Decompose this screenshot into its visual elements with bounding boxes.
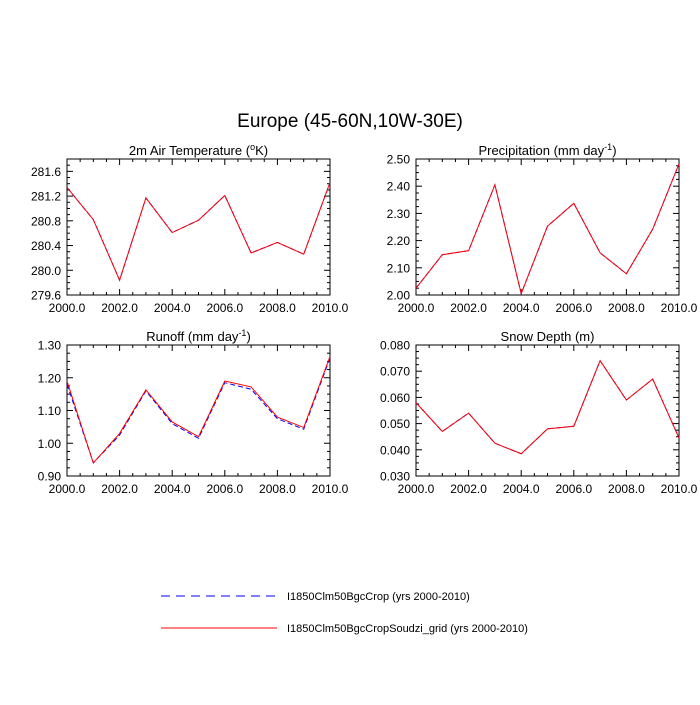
panel-title-base: Runoff (mm day [146,329,239,344]
series-line-crop [66,357,331,464]
y-tick-label: 279.6 [31,289,61,303]
y-tick-label: 0.90 [38,470,62,484]
x-tick-label: 2002.0 [101,482,138,496]
x-tick-label: 2006.0 [555,482,592,496]
y-tick-label: 0.080 [380,339,410,353]
x-tick-label: 2008.0 [259,482,296,496]
y-tick-label: 280.4 [31,239,61,253]
y-tick-label: 281.2 [31,190,61,204]
panel-title-tail: ) [612,143,616,158]
plot-frame [415,344,680,477]
x-tick-label: 2008.0 [608,301,645,315]
x-tick-label: 2010.0 [312,301,349,315]
x-tick-label: 2010.0 [661,482,698,496]
y-tick-label: 0.040 [380,443,410,457]
legend: I1850Clm50BgcCrop (yrs 2000-2010) I1850Cl… [161,591,528,635]
y-tick-label: 2.10 [387,261,411,275]
y-tick-label: 1.30 [38,339,62,353]
series-line-crop [415,359,680,455]
x-tick-label: 2002.0 [450,301,487,315]
series-line-soudzi [66,356,331,464]
chart-panel-snow-depth: Snow Depth (m) 2000.0 2002.0 2004.0 2006.0 20… [380,329,698,496]
y-tick-label: 2.20 [387,234,411,248]
y-tick-label: 0.030 [380,470,410,484]
panels-group: 2m Air Temperature (oK) 2000.0 2002.0 2004.… [31,142,698,496]
y-tick-label: 1.00 [38,437,62,451]
panel-title-superscript: o [250,142,255,152]
x-tick-label: 2002.0 [101,301,138,315]
y-tick-label: 280.0 [31,264,61,278]
x-tick-label: 2004.0 [503,301,540,315]
y-tick-label: 2.30 [387,207,411,221]
x-tick-label: 2004.0 [503,482,540,496]
x-tick-label: 2008.0 [259,301,296,315]
legend-entry: I1850Clm50BgcCropSoudzi_grid (yrs 2000-2… [161,623,528,635]
legend-entry: I1850Clm50BgcCrop (yrs 2000-2010) [161,591,470,603]
series-line-soudzi [66,182,331,282]
y-tick-label: 0.060 [380,391,410,405]
x-tick-label: 2008.0 [608,482,645,496]
panel-title: Precipitation (mm day-1) [478,142,616,158]
y-tick-label: 2.40 [387,180,411,194]
legend-label: I1850Clm50BgcCropSoudzi_grid (yrs 2000-2… [287,623,528,635]
y-tick-label: 280.8 [31,214,61,228]
x-tick-label: 2000.0 [398,301,435,315]
x-tick-label: 2006.0 [555,301,592,315]
panel-title-tail: K) [255,143,268,158]
y-tick-label: 2.00 [387,289,411,303]
x-tick-label: 2002.0 [450,482,487,496]
chart-panel-temperature: 2m Air Temperature (oK) 2000.0 2002.0 2004.… [31,142,349,315]
y-tick-label: 0.070 [380,365,410,379]
chart-panel-runoff: Runoff (mm day-1) 2000.0 2002.0 2004.0 2006.… [38,328,349,496]
panel-title-base: 2m Air Temperature ( [129,143,251,158]
panel-title-base: Precipitation (mm day [478,143,604,158]
y-tick-label: 0.050 [380,417,410,431]
x-tick-label: 2004.0 [154,482,191,496]
x-tick-label: 2000.0 [49,482,86,496]
y-tick-label: 2.50 [387,153,411,167]
figure-title: Europe (45-60N,10W-30E) [237,111,463,132]
y-tick-label: 1.20 [38,371,62,385]
x-tick-label: 2000.0 [49,301,86,315]
series-line-crop [415,163,680,296]
x-tick-label: 2000.0 [398,482,435,496]
legend-label: I1850Clm50BgcCrop (yrs 2000-2010) [287,591,470,603]
panel-title-superscript: -1 [238,328,246,338]
panel-title-base: Snow Depth (m) [501,329,595,344]
series-line-soudzi [415,163,680,296]
panel-title: 2m Air Temperature (oK) [129,142,268,158]
panel-title: Runoff (mm day-1) [146,328,251,344]
x-tick-label: 2006.0 [206,301,243,315]
x-tick-label: 2004.0 [154,301,191,315]
x-tick-label: 2010.0 [312,482,349,496]
y-tick-label: 281.6 [31,165,61,179]
series-line-soudzi [415,359,680,455]
panel-title-superscript: -1 [604,142,612,152]
x-tick-label: 2006.0 [206,482,243,496]
plot-frame [66,158,331,296]
chart-panel-precipitation: Precipitation (mm day-1) 2000.0 2002.0 2004… [387,142,698,315]
plot-frame [66,344,331,477]
series-line-crop [66,182,331,282]
panel-title: Snow Depth (m) [501,329,595,344]
y-tick-label: 1.10 [38,404,62,418]
panel-title-tail: ) [246,329,250,344]
x-tick-label: 2010.0 [661,301,698,315]
